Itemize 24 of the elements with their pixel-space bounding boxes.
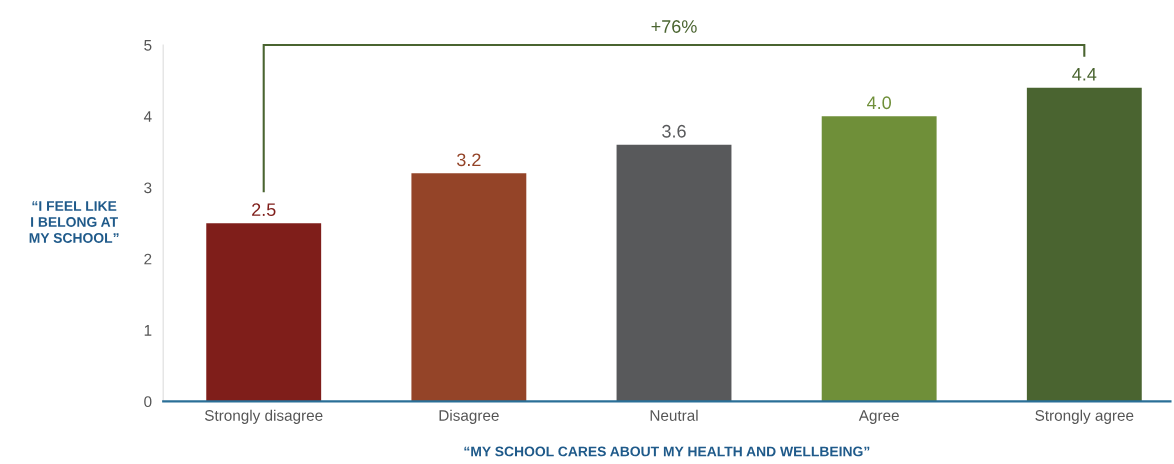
bar	[821, 116, 937, 402]
bar	[411, 173, 527, 402]
data-label: 3.2	[457, 153, 481, 167]
y-tick-label: 3	[144, 182, 152, 194]
x-tick-label: Disagree	[439, 409, 499, 424]
x-tick-label: Strongly agree	[1035, 409, 1134, 424]
data-label: 2.5	[252, 203, 276, 217]
y-tick-label: 1	[144, 325, 152, 336]
x-tick-label: Neutral	[650, 409, 698, 421]
bar	[1026, 87, 1142, 402]
data-label: 3.6	[662, 124, 686, 138]
bar	[206, 223, 322, 402]
x-axis-title: “MY SCHOOL CARES ABOUT MY HEALTH AND WELLBEING”	[464, 446, 870, 457]
y-axis-title: “I FEEL LIKE I BELONG AT MY SCHOOL”	[29, 201, 119, 243]
y-tick-label: 5	[144, 40, 152, 51]
x-tick-label: Strongly disagree	[204, 409, 323, 424]
x-tick-label: Agree	[858, 410, 899, 424]
y-tick-label: 4	[143, 111, 152, 122]
data-label: 4.4	[1072, 68, 1097, 81]
y-tick-label: 0	[144, 396, 152, 408]
data-label: 4.0	[867, 96, 892, 110]
bar	[616, 144, 732, 402]
text: +76%	[651, 20, 697, 33]
y-tick-label: 2	[144, 253, 152, 265]
